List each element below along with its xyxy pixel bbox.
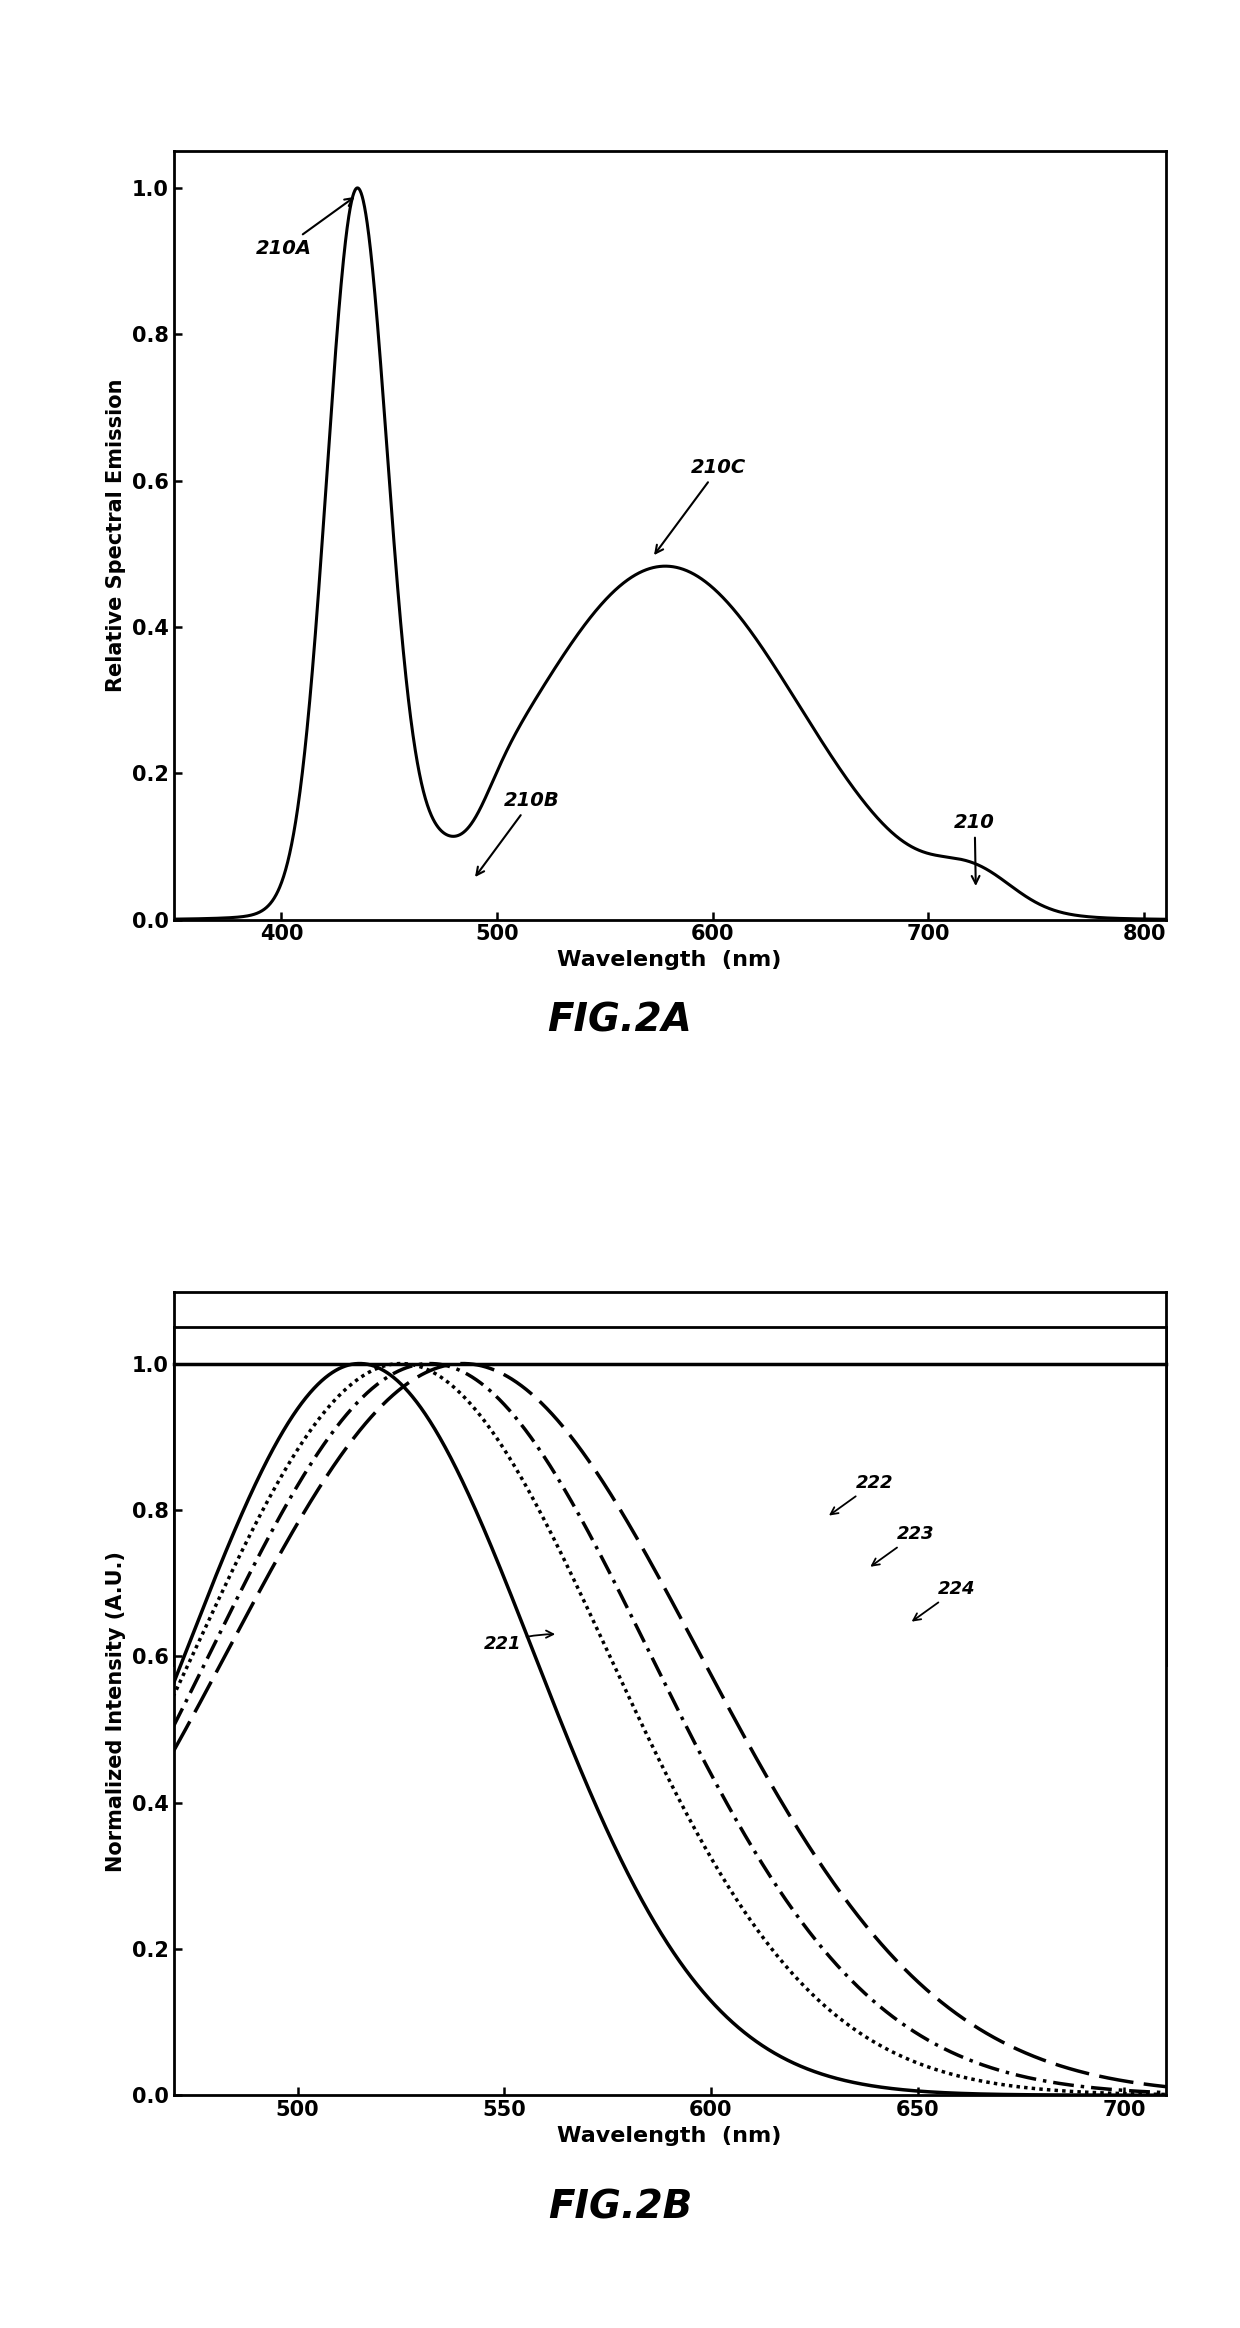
Text: 224: 224 (913, 1581, 976, 1620)
Text: FIG.2A: FIG.2A (548, 1001, 692, 1038)
Text: 210B: 210B (476, 792, 559, 875)
Text: 221: 221 (484, 1630, 553, 1653)
Text: 210A: 210A (255, 198, 352, 258)
X-axis label: Wavelength  (nm): Wavelength (nm) (558, 950, 781, 971)
X-axis label: Wavelength  (nm): Wavelength (nm) (558, 2125, 781, 2146)
Text: 222: 222 (831, 1474, 893, 1516)
Text: 210: 210 (955, 812, 996, 885)
Text: FIG.2B: FIG.2B (548, 2188, 692, 2226)
Y-axis label: Relative Spectral Emission: Relative Spectral Emission (107, 379, 126, 691)
Legend: G CIE (0.326, 0.576), Y CIE (0.418, 0.554), Y CIE (0.434, 0.543), Y/O CIE (0.453: G CIE (0.326, 0.576), Y CIE (0.418, 0.55… (203, 1415, 557, 1541)
Text: 223: 223 (872, 1525, 935, 1567)
Y-axis label: Normalized Intensity (A.U.): Normalized Intensity (A.U.) (107, 1550, 126, 1872)
Text: 210C: 210C (656, 459, 746, 554)
